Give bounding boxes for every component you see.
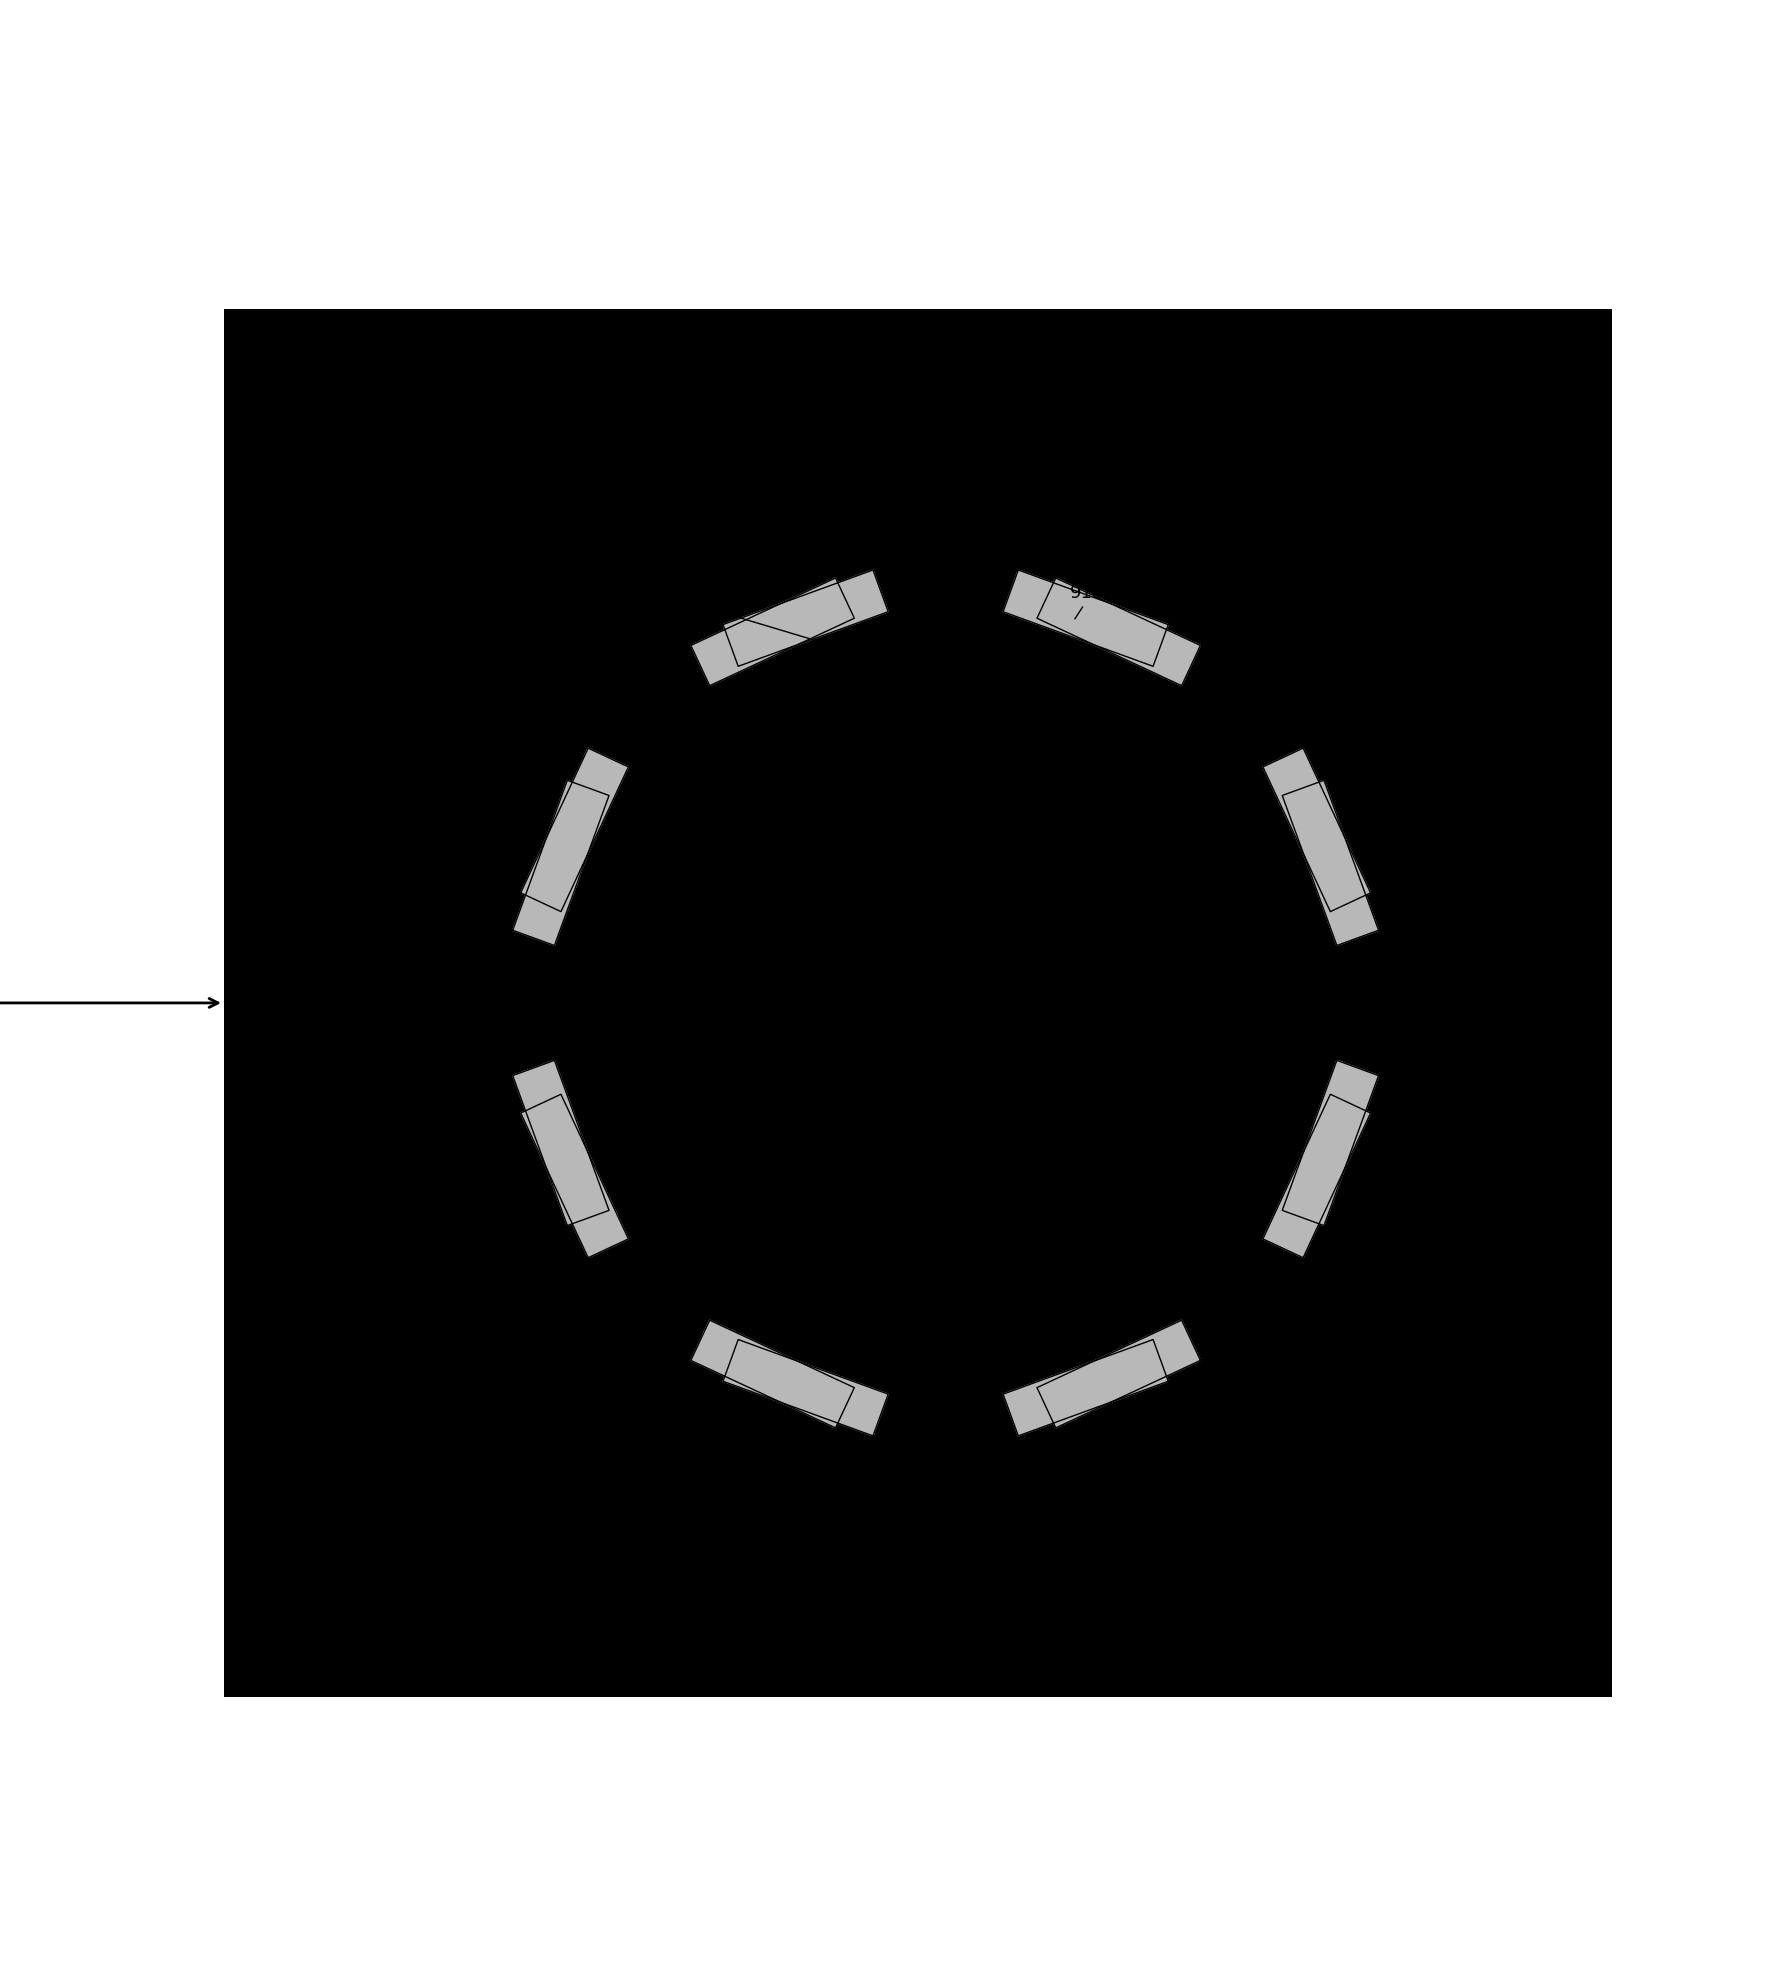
Polygon shape <box>1037 578 1200 685</box>
Circle shape <box>1200 1388 1306 1493</box>
Polygon shape <box>512 1061 609 1225</box>
Circle shape <box>364 876 469 981</box>
Text: 23: 23 <box>274 939 297 957</box>
Circle shape <box>455 643 561 749</box>
Text: C: C <box>1381 1221 1388 1231</box>
Text: C: C <box>1422 1108 1429 1118</box>
Text: V: V <box>412 923 421 933</box>
Text: W: W <box>500 1221 512 1231</box>
Polygon shape <box>1282 1061 1379 1225</box>
Polygon shape <box>1003 1339 1168 1436</box>
Text: C: C <box>1248 1436 1255 1446</box>
Text: 4Y: 4Y <box>414 564 437 582</box>
Text: 2B: 2B <box>288 1293 312 1311</box>
Text: C: C <box>867 1527 876 1537</box>
Circle shape <box>1336 651 1442 757</box>
Text: 91c: 91c <box>666 592 698 610</box>
Text: W: W <box>1442 814 1454 824</box>
Polygon shape <box>59 117 183 240</box>
Text: C: C <box>1384 699 1393 709</box>
Circle shape <box>1374 1061 1479 1166</box>
Text: 91e: 91e <box>283 773 317 790</box>
Polygon shape <box>521 749 629 912</box>
Polygon shape <box>1003 570 1168 667</box>
Text: 2A: 2A <box>254 1076 278 1094</box>
Text: V: V <box>741 1493 750 1503</box>
Polygon shape <box>521 1094 629 1257</box>
Circle shape <box>818 1480 924 1585</box>
Text: C: C <box>462 1108 469 1118</box>
Text: 5A: 5A <box>559 514 582 532</box>
Circle shape <box>279 338 1612 1668</box>
Polygon shape <box>512 780 609 945</box>
Polygon shape <box>1037 1321 1200 1428</box>
Circle shape <box>1297 1301 1402 1406</box>
Polygon shape <box>1709 117 1791 240</box>
Polygon shape <box>1263 1094 1370 1257</box>
Circle shape <box>412 1061 518 1166</box>
Polygon shape <box>1263 749 1370 912</box>
Polygon shape <box>691 1321 854 1428</box>
Text: C: C <box>446 798 455 808</box>
Text: C: C <box>532 1341 541 1350</box>
Circle shape <box>484 1293 589 1400</box>
Text: 91ab: 91ab <box>958 584 1003 602</box>
Circle shape <box>362 419 1530 1587</box>
Polygon shape <box>1472 1948 1583 1986</box>
Circle shape <box>693 1446 799 1551</box>
Circle shape <box>453 1174 559 1279</box>
Text: 91d: 91d <box>1519 953 1553 971</box>
Text: 91b: 91b <box>1519 773 1553 790</box>
Circle shape <box>1395 767 1501 874</box>
Text: 91ac: 91ac <box>1069 584 1114 602</box>
Text: 4A: 4A <box>482 481 507 498</box>
Text: 91a: 91a <box>1096 481 1128 498</box>
Polygon shape <box>1709 1766 1791 1889</box>
Polygon shape <box>724 1339 888 1436</box>
Polygon shape <box>691 578 854 685</box>
Polygon shape <box>1282 780 1379 945</box>
Text: U: U <box>503 691 512 701</box>
Text: U: U <box>1345 1348 1354 1358</box>
Circle shape <box>398 751 503 856</box>
Polygon shape <box>1472 0 1583 58</box>
Circle shape <box>1333 1174 1438 1279</box>
Text: 33: 33 <box>410 344 453 371</box>
Polygon shape <box>724 570 888 667</box>
Text: 4B: 4B <box>365 1362 389 1380</box>
Polygon shape <box>59 1766 183 1889</box>
Polygon shape <box>308 0 419 58</box>
Text: 5B: 5B <box>433 1432 458 1450</box>
Polygon shape <box>308 1948 419 1986</box>
